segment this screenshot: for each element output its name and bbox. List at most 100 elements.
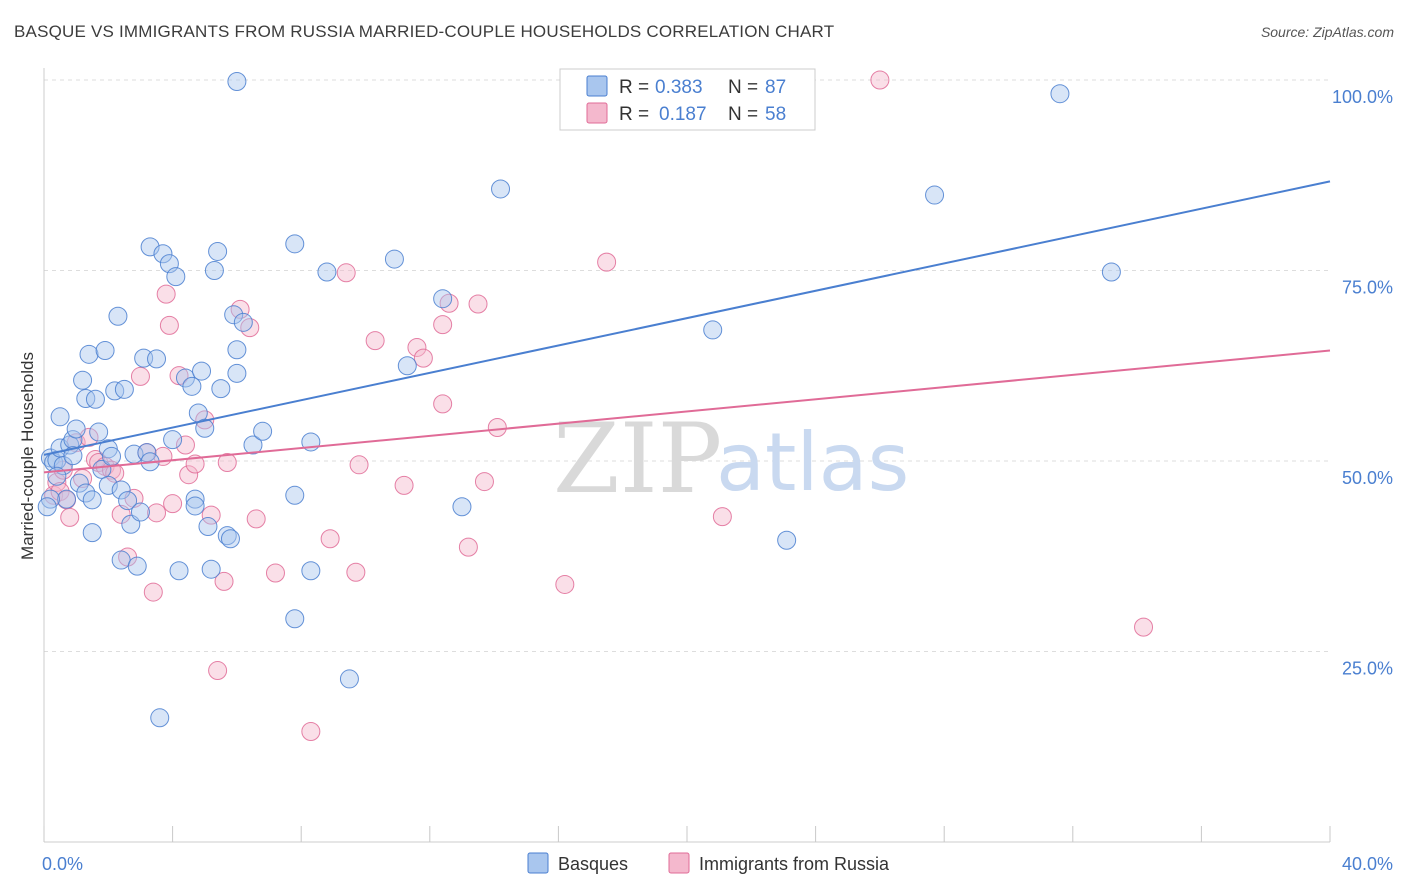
point-basques xyxy=(243,435,263,455)
point-russia xyxy=(60,507,80,527)
point-russia xyxy=(413,348,433,368)
bottom-legend-label-russia: Immigrants from Russia xyxy=(699,854,890,874)
point-basques xyxy=(98,439,118,459)
point-basques xyxy=(1050,84,1070,104)
point-basques xyxy=(233,312,253,332)
point-russia xyxy=(208,661,228,681)
point-russia xyxy=(185,454,205,474)
point-basques xyxy=(89,422,109,442)
point-russia xyxy=(156,284,176,304)
bottom-legend-label-basques: Basques xyxy=(558,854,628,874)
point-russia xyxy=(555,574,575,594)
point-russia xyxy=(474,472,494,492)
point-russia xyxy=(870,70,890,90)
point-basques xyxy=(118,491,138,511)
point-russia xyxy=(597,252,617,272)
point-basques xyxy=(50,407,70,427)
point-russia xyxy=(130,366,150,386)
point-russia xyxy=(468,294,488,314)
point-russia xyxy=(147,503,167,523)
legend-n-value-russia: 58 xyxy=(765,104,786,125)
point-basques xyxy=(98,475,118,495)
point-basques xyxy=(227,340,247,360)
trend-line-russia xyxy=(43,349,1331,474)
trend-line-basques xyxy=(43,180,1331,456)
point-basques xyxy=(69,473,89,493)
point-basques xyxy=(85,389,105,409)
point-basques xyxy=(105,381,125,401)
source-credit: Source: ZipAtlas.com xyxy=(1260,24,1394,40)
watermark-atlas: atlas xyxy=(716,416,909,509)
point-basques xyxy=(208,241,228,261)
point-basques xyxy=(114,379,134,399)
point-basques xyxy=(211,379,231,399)
y-tick-label: 75.0% xyxy=(1342,278,1393,298)
point-russia xyxy=(214,571,234,591)
point-basques xyxy=(130,502,150,522)
series-legend: Basques Immigrants from Russia xyxy=(527,852,890,874)
point-basques xyxy=(397,356,417,376)
legend-r-label-russia: R = xyxy=(619,104,649,125)
correlation-legend: R = 0.383 N = 87 R = 0.187 N = 58 xyxy=(559,68,816,131)
point-russia xyxy=(246,509,266,529)
axes xyxy=(43,68,1331,843)
legend-swatch-russia xyxy=(586,102,608,124)
y-axis-label: Married-couple Households xyxy=(18,352,37,560)
point-basques xyxy=(253,421,273,441)
point-basques xyxy=(182,376,202,396)
point-russia xyxy=(365,331,385,351)
point-basques xyxy=(224,305,244,325)
point-russia xyxy=(105,463,125,483)
point-basques xyxy=(185,496,205,516)
point-basques xyxy=(57,489,77,509)
point-basques xyxy=(169,561,189,581)
point-russia xyxy=(143,582,163,602)
series-basques-points xyxy=(37,72,1121,728)
y-tick-labels: 25.0% 50.0% 75.0% 100.0% xyxy=(1332,87,1393,679)
point-russia xyxy=(346,562,366,582)
point-russia xyxy=(159,315,179,335)
point-basques xyxy=(198,517,218,537)
point-basques xyxy=(153,244,173,264)
point-basques xyxy=(111,550,131,570)
point-russia xyxy=(336,263,356,283)
point-basques xyxy=(108,306,128,326)
point-basques xyxy=(76,389,96,409)
point-basques xyxy=(285,234,305,254)
point-basques xyxy=(227,72,247,92)
point-basques xyxy=(166,267,186,287)
point-basques xyxy=(777,530,797,550)
point-basques xyxy=(79,344,99,364)
point-basques xyxy=(339,669,359,689)
x-tick-label: 0.0% xyxy=(42,854,83,874)
point-basques xyxy=(703,320,723,340)
point-basques xyxy=(285,485,305,505)
point-basques xyxy=(82,490,102,510)
legend-n-value-basques: 87 xyxy=(765,77,786,98)
legend-r-value-basques: 0.383 xyxy=(655,77,703,98)
point-basques xyxy=(66,419,86,439)
point-russia xyxy=(433,394,453,414)
point-russia xyxy=(1134,617,1154,637)
point-russia xyxy=(301,722,321,742)
watermark-zip: ZIP xyxy=(553,403,722,515)
point-basques xyxy=(127,556,147,576)
point-russia xyxy=(349,455,369,475)
point-russia xyxy=(217,453,237,473)
point-basques xyxy=(95,341,115,361)
y-tick-label: 100.0% xyxy=(1332,87,1393,107)
legend-n-label-russia: N = xyxy=(728,104,758,125)
point-basques xyxy=(204,261,224,280)
point-basques xyxy=(150,708,170,728)
point-basques xyxy=(317,262,337,282)
bottom-legend-swatch-russia xyxy=(668,852,690,874)
point-basques xyxy=(111,480,131,500)
point-basques xyxy=(217,526,237,546)
point-basques xyxy=(82,523,102,543)
point-basques xyxy=(73,370,93,390)
point-basques xyxy=(1101,262,1121,282)
point-basques xyxy=(147,349,167,369)
y-tick-label: 25.0% xyxy=(1342,659,1393,679)
x-tick-labels: 0.0% 40.0% xyxy=(42,854,1393,874)
